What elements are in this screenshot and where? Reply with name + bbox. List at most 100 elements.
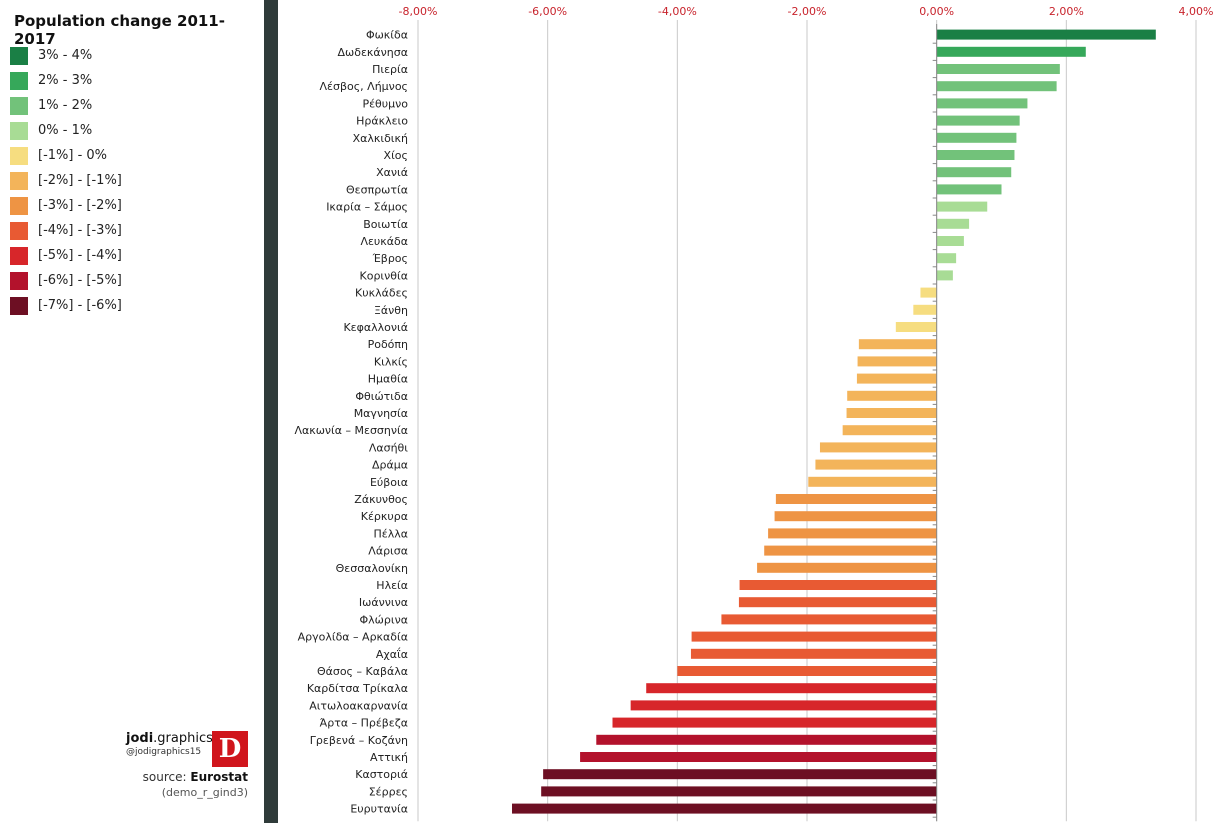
- bar: [936, 253, 957, 264]
- bar: [936, 218, 970, 229]
- category-label: Χαλκιδική: [353, 132, 408, 145]
- category-label: Θεσπρωτία: [346, 183, 408, 196]
- category-label: Ημαθία: [368, 373, 408, 386]
- legend-label: [-7%] - [-6%]: [38, 298, 122, 313]
- category-label: Σέρρες: [369, 785, 408, 798]
- bar: [774, 511, 937, 522]
- legend-label: [-3%] - [-2%]: [38, 198, 122, 213]
- brand-credit: jodi.graphics @jodigraphics15: [126, 731, 213, 757]
- bar: [596, 734, 937, 745]
- bar: [815, 459, 937, 470]
- legend-swatch: [10, 96, 28, 115]
- bar: [936, 167, 1012, 178]
- bar: [936, 29, 1156, 40]
- category-label: Καρδίτσα Τρίκαλα: [307, 682, 408, 695]
- legend-item: [-6%] - [-5%]: [10, 268, 122, 293]
- category-label: Αττική: [370, 751, 408, 764]
- x-tick-label: -2,00%: [788, 5, 827, 18]
- legend-swatch: [10, 146, 28, 165]
- category-label: Ικαρία – Σάμος: [326, 201, 408, 214]
- bar: [580, 752, 937, 762]
- bar: [936, 270, 953, 281]
- bar: [936, 81, 1057, 92]
- bar: [677, 666, 937, 676]
- category-label: Άρτα – Πρέβεζα: [320, 717, 408, 730]
- category-label: Μαγνησία: [354, 407, 408, 420]
- category-label: Χίος: [384, 149, 408, 162]
- bar: [936, 46, 1086, 57]
- category-label: Ξάνθη: [374, 304, 408, 317]
- category-label: Ροδόπη: [368, 338, 408, 351]
- legend-label: [-5%] - [-4%]: [38, 248, 122, 263]
- category-label: Θάσος – Καβάλα: [317, 665, 408, 678]
- legend-panel: Population change 2011-2017 3% - 4% 2% - …: [0, 0, 264, 823]
- legend-item: 2% - 3%: [10, 68, 122, 93]
- category-label: Εύβοια: [370, 476, 408, 489]
- bar: [541, 786, 937, 797]
- bar: [936, 201, 988, 212]
- panel-divider: [264, 0, 278, 823]
- category-label: Λάρισα: [368, 545, 408, 558]
- category-label: Κεφαλλονιά: [343, 321, 408, 334]
- category-label: Έβρος: [372, 252, 408, 265]
- bar: [895, 322, 937, 332]
- legend-label: 2% - 3%: [38, 73, 93, 88]
- category-label: Θεσσαλονίκη: [336, 562, 408, 575]
- brand-handle: @jodigraphics15: [126, 747, 202, 757]
- bar: [913, 304, 937, 315]
- legend-item: 1% - 2%: [10, 93, 122, 118]
- bar: [764, 545, 937, 556]
- bar: [936, 150, 1015, 160]
- bar: [768, 528, 937, 539]
- legend-swatch: [10, 221, 28, 240]
- source-line: source: Eurostat: [110, 770, 248, 784]
- category-label: Φωκίδα: [366, 29, 408, 42]
- category-label: Ηράκλειο: [356, 115, 408, 128]
- bar: [757, 562, 937, 573]
- x-tick-label: 0,00%: [919, 5, 954, 18]
- bar: [846, 408, 937, 418]
- legend-item: 0% - 1%: [10, 118, 122, 143]
- bar: [847, 390, 937, 401]
- legend-label: 1% - 2%: [38, 98, 93, 113]
- category-label: Χανιά: [376, 166, 408, 179]
- brand-name: jodi.graphics: [126, 731, 213, 746]
- category-label: Αχαΐα: [376, 647, 408, 661]
- legend-swatch: [10, 296, 28, 315]
- brand-name-bold: jodi: [126, 731, 154, 746]
- bar: [936, 115, 1020, 126]
- bar: [543, 769, 937, 780]
- bar: [936, 132, 1017, 143]
- bar-chart: -8,00% -6,00% -4,00% -2,00% 0,00% 2,00% 4,00% Φ…: [294, 5, 1214, 822]
- bar: [691, 631, 937, 642]
- brand-logo: D: [212, 731, 248, 767]
- bar: [842, 425, 937, 436]
- category-label: Κυκλάδες: [355, 287, 408, 300]
- bar: [858, 339, 937, 350]
- category-label: Δωδεκάνησα: [338, 46, 409, 59]
- category-label: Λακωνία – Μεσσηνία: [294, 424, 408, 437]
- category-label: Πιερία: [372, 63, 408, 76]
- category-label: Λέσβος, Λήμνος: [320, 80, 408, 93]
- category-label: Φλώρινα: [360, 613, 408, 626]
- category-label: Ηλεία: [376, 579, 408, 592]
- legend-label: [-4%] - [-3%]: [38, 223, 122, 238]
- legend-list: 3% - 4% 2% - 3% 1% - 2% 0% - 1% [-1%] - 0% [-…: [10, 43, 122, 318]
- category-label: Καστοριά: [355, 768, 408, 781]
- x-tick-label: 4,00%: [1179, 5, 1214, 18]
- legend-swatch: [10, 46, 28, 65]
- bar: [936, 236, 964, 246]
- category-label: Κορινθία: [360, 269, 409, 282]
- legend-title: Population change 2011-2017: [14, 12, 225, 48]
- legend-item: [-3%] - [-2%]: [10, 193, 122, 218]
- bar: [721, 614, 937, 625]
- legend-item: [-7%] - [-6%]: [10, 293, 122, 318]
- legend-item: 3% - 4%: [10, 43, 122, 68]
- category-label: Αιτωλοακαρνανία: [309, 699, 408, 712]
- source-code: (demo_r_gind3): [161, 786, 248, 799]
- source-prefix: source:: [142, 770, 187, 784]
- bar: [630, 700, 937, 711]
- x-tick-label: 2,00%: [1049, 5, 1084, 18]
- bar: [808, 476, 937, 487]
- legend-label: [-1%] - 0%: [38, 148, 108, 163]
